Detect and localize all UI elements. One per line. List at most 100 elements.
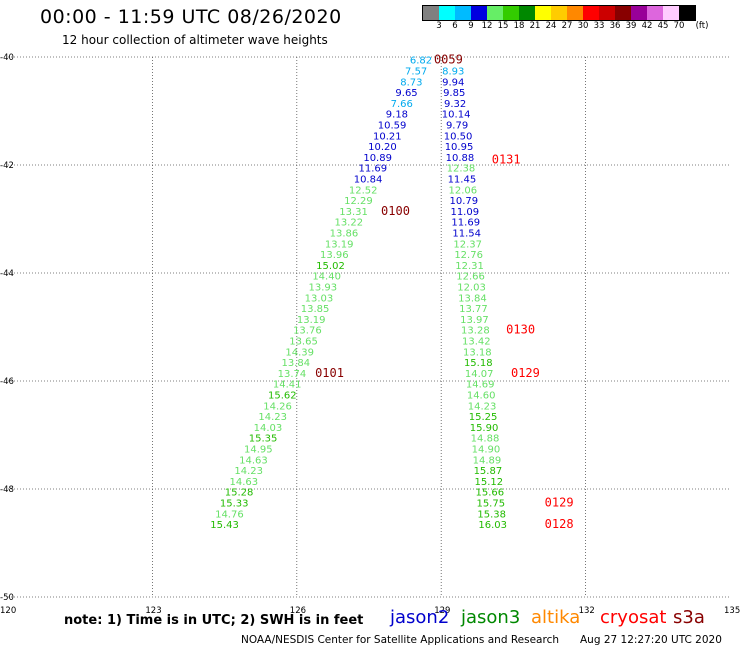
track-b-swh-value: 13.77 [459,304,488,315]
track-a-swh-value: 13.84 [282,358,311,369]
track-b-swh-value: 12.31 [455,261,484,272]
track-b-swh-value: 12.03 [457,283,486,294]
track-b-swh-value: 13.97 [460,315,489,326]
track-a-swh-value: 14.76 [215,509,244,520]
track-b-swh-value: 12.76 [454,250,483,261]
track-b-swh-value: 16.03 [478,520,507,531]
track-b-swh-value: 15.25 [469,412,498,423]
scale-label: 39 [625,21,637,31]
track-b-swh-value: 14.23 [468,401,497,412]
track-b-swh-value: 11.54 [452,229,481,240]
track-b-swh-value: 15.75 [476,499,505,510]
satellite-legend-s3a: s3a [673,607,705,628]
track-a-swh-value: 13.86 [330,229,359,240]
track-a-swh-value: 13.96 [320,250,349,261]
scale-swatch [423,6,439,20]
scale-label: 15 [497,21,509,31]
track-b-swh-value: 14.90 [472,445,501,456]
generated-timestamp: Aug 27 12:27:20 UTC 2020 [580,634,722,646]
track-a-swh-value: 14.03 [254,423,283,434]
units-note: note: 1) Time is in UTC; 2) SWH is in fe… [64,613,364,628]
track-b-swh-value: 13.28 [461,326,490,337]
longitude-label: 123 [145,606,161,616]
track-b-swh-value: 8.93 [442,67,464,78]
track-b-swh-value: 10.79 [450,196,479,207]
scale-swatch [631,6,647,20]
track-a-swh-value: 10.89 [363,153,392,164]
track-a-swh-value: 14.26 [263,401,292,412]
track-b-swh-value: 15.38 [477,509,506,520]
scale-label: 21 [529,21,541,31]
pass-time-label: 0059 [434,53,463,67]
scale-swatch [439,6,455,20]
map-subtitle: 12 hour collection of altimeter wave hei… [62,33,328,47]
track-b-swh-value: 13.18 [463,347,492,358]
pass-time-labels: 0059 0131 0100 0130 0129 0101 0129 0128 [315,53,574,531]
scale-label: 45 [657,21,669,31]
satellite-legend-jason2: jason2 [390,607,450,628]
track-b-swh-value: 14.88 [471,434,500,445]
track-b-swh-value: 9.32 [444,99,466,110]
track-a-swh-value: 12.29 [344,196,373,207]
track-a-swh-value: 15.43 [210,520,239,531]
scale-label: 9 [468,21,474,31]
scale-label: 36 [609,21,621,31]
track-a-swh-value: 15.02 [316,261,345,272]
track-b-swh-value: 14.60 [467,391,496,402]
scale-label: 27 [561,21,573,31]
scale-swatch [519,6,535,20]
scale-label: 24 [545,21,557,31]
scale-swatch [647,6,663,20]
track-b-swh-value: 12.38 [447,164,476,175]
track-b-swh-value: 12.06 [449,185,478,196]
track-a-swh-value: 14.39 [285,347,314,358]
track-a-swh-value: 15.28 [225,488,254,499]
scale-label: 33 [593,21,605,31]
longitude-label: 135 [724,606,740,616]
latitude-label: -42 [0,161,14,171]
track-b-swh-value: 10.88 [446,153,475,164]
track-b-swh-value: 13.84 [458,293,487,304]
scale-swatch [551,6,567,20]
track-b-swh-value: 15.66 [475,488,504,499]
scale-label: 70 [673,21,685,31]
track-a-swh-value: 9.18 [386,110,408,121]
track-b-swh-value: 9.94 [442,77,464,88]
track-a-swh-value: 10.59 [378,121,407,132]
scale-unit: (ft) [695,21,709,31]
track-b-swh-value: 9.85 [443,88,465,99]
map-frame [8,56,730,598]
track-a-swh-value: 14.95 [244,445,273,456]
scale-swatch [535,6,551,20]
track-a-swh-value: 10.21 [373,131,402,142]
track-b-swh-value: 10.14 [442,110,471,121]
track-b-swh-value: 12.66 [456,272,485,283]
track-b-swh-value: 14.89 [473,455,502,466]
pass-time-label: 0128 [545,517,574,531]
track-a-swh-value: 15.35 [249,434,278,445]
scale-label: 42 [641,21,653,31]
track-b-swh-value: 11.09 [450,207,479,218]
track-a-swh-value: 11.69 [359,164,388,175]
latitude-label: -50 [0,593,14,603]
track-a-swh-value: 14.63 [239,455,268,466]
track-b-swh-value: 10.95 [445,142,474,153]
lat-lon-grid [8,57,730,597]
credit-text: NOAA/NESDIS Center for Satellite Applica… [241,634,559,646]
scale-swatch [567,6,583,20]
track-a-swh-value: 13.93 [308,283,337,294]
scale-swatch [663,6,679,20]
track-b-swh-value: 13.42 [462,337,491,348]
scale-label: 3 [436,21,442,31]
pass-time-label: 0130 [506,323,535,337]
scale-label: 18 [513,21,525,31]
pass-time-label: 0101 [315,366,344,380]
track-a-swh-value: 15.33 [220,499,249,510]
track-a-swh-value: 13.85 [301,304,330,315]
pass-time-label: 0129 [511,366,540,380]
track-a-swh-value: 13.76 [293,326,322,337]
track-b-swh-value: 15.87 [474,466,503,477]
scale-swatch [599,6,615,20]
track-a-swh-value: 14.40 [312,272,341,283]
scale-swatch [583,6,599,20]
